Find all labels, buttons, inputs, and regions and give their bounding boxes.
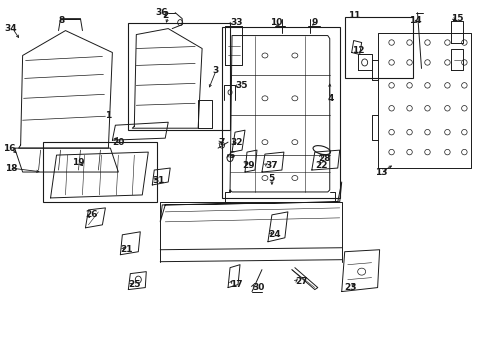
- Text: 15: 15: [450, 14, 463, 23]
- Text: 3: 3: [212, 66, 218, 75]
- Text: 30: 30: [251, 283, 264, 292]
- Text: 1: 1: [105, 111, 111, 120]
- Text: 33: 33: [229, 18, 242, 27]
- Text: 31: 31: [152, 176, 164, 185]
- Text: 10: 10: [269, 18, 282, 27]
- Text: 20: 20: [112, 138, 124, 147]
- Text: 34: 34: [5, 24, 17, 33]
- Bar: [344, 17, 412, 78]
- Text: 2: 2: [162, 11, 168, 20]
- Text: 21: 21: [120, 245, 133, 254]
- Text: 8: 8: [59, 16, 64, 25]
- Bar: [222, 27, 339, 198]
- Text: 19: 19: [72, 158, 85, 167]
- Text: 17: 17: [229, 280, 242, 289]
- Text: 5: 5: [267, 174, 274, 183]
- Text: 4: 4: [327, 94, 333, 103]
- Text: 12: 12: [351, 46, 364, 55]
- Text: 7: 7: [218, 138, 224, 147]
- Text: 27: 27: [294, 277, 307, 286]
- Bar: [42, 142, 157, 202]
- Text: 14: 14: [408, 16, 421, 25]
- Text: 6: 6: [227, 150, 234, 159]
- Text: 37: 37: [264, 161, 277, 170]
- Text: 24: 24: [267, 230, 280, 239]
- Text: 18: 18: [5, 163, 17, 172]
- Text: 36: 36: [155, 8, 167, 17]
- Text: 22: 22: [314, 161, 326, 170]
- Text: 26: 26: [85, 210, 98, 219]
- Text: 35: 35: [235, 81, 247, 90]
- Text: 11: 11: [347, 11, 360, 20]
- Text: 29: 29: [242, 161, 254, 170]
- Text: 13: 13: [374, 167, 386, 176]
- Text: 32: 32: [229, 138, 242, 147]
- Text: 25: 25: [128, 280, 141, 289]
- Text: 28: 28: [317, 154, 329, 163]
- Text: 16: 16: [2, 144, 15, 153]
- Text: 23: 23: [344, 283, 357, 292]
- Text: 9: 9: [311, 18, 318, 27]
- Bar: [128, 23, 229, 130]
